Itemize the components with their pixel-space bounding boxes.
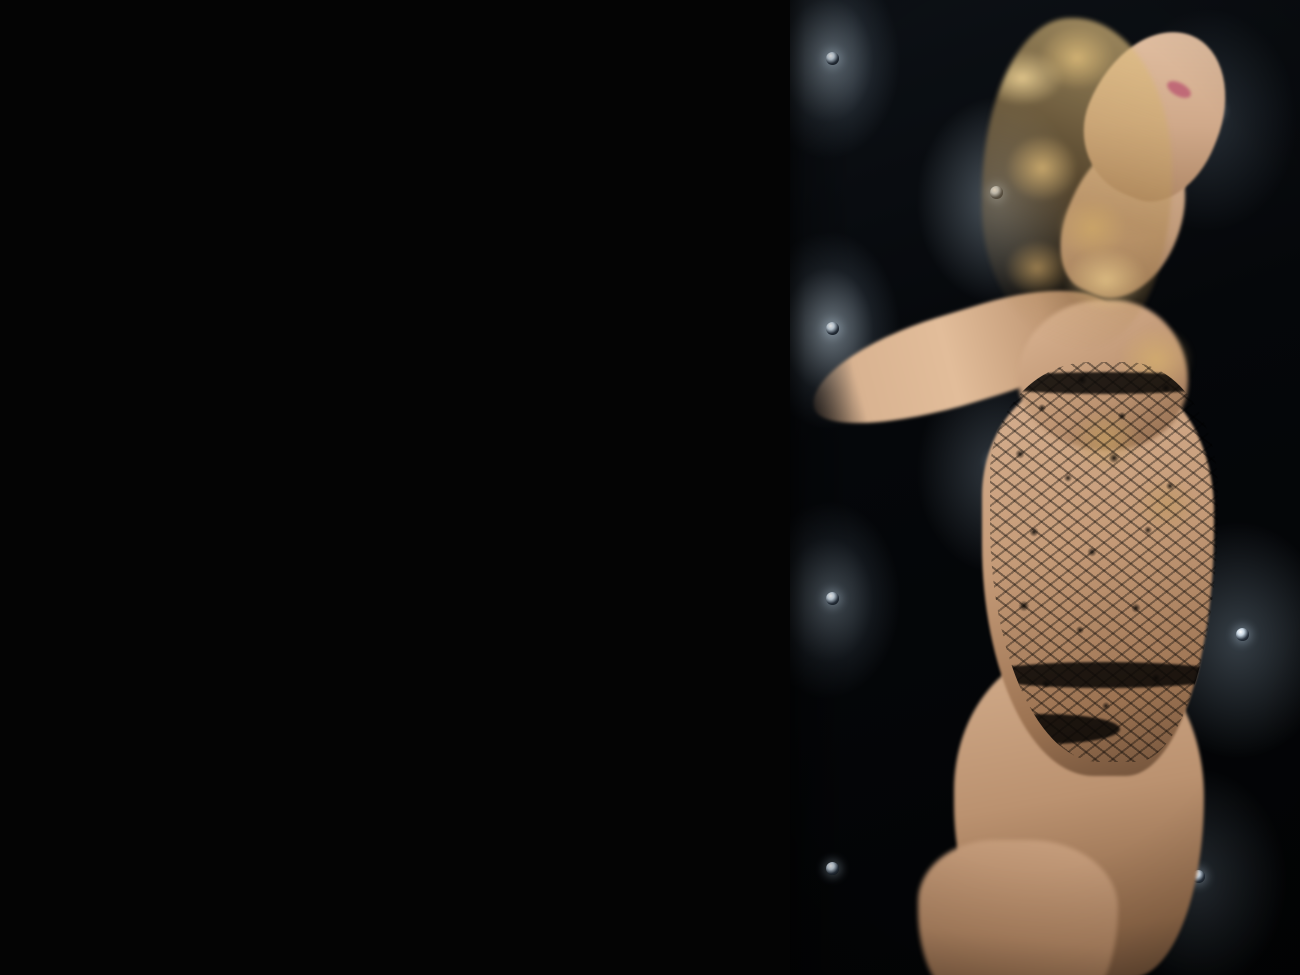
lace-trim xyxy=(990,662,1218,688)
model-photo xyxy=(768,0,1300,975)
model-leg xyxy=(918,840,1118,975)
content-panel xyxy=(0,0,790,975)
lace-trim xyxy=(990,714,1120,744)
lace-trim xyxy=(990,372,1218,394)
model-figure xyxy=(768,0,1300,975)
